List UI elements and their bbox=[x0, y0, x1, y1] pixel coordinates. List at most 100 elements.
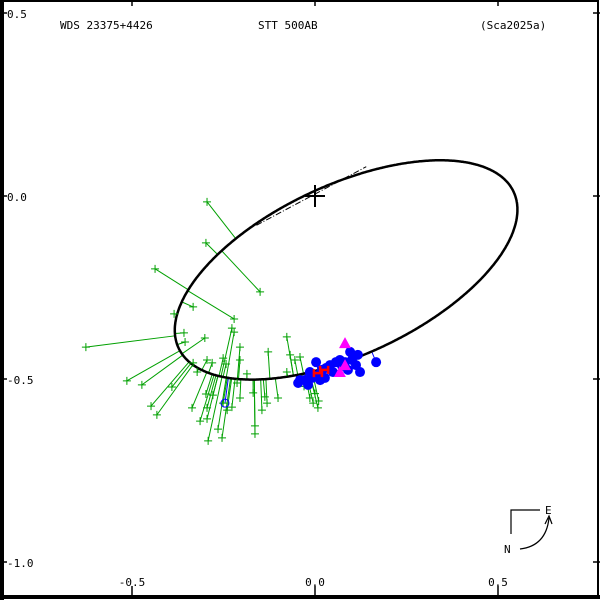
residual-line bbox=[201, 359, 208, 371]
micrometer-point bbox=[282, 368, 291, 377]
micrometer-point bbox=[147, 402, 156, 411]
micrometer-point bbox=[181, 338, 190, 347]
micrometer-point bbox=[233, 379, 242, 388]
micrometer-point bbox=[250, 429, 259, 438]
wds-id-label: WDS 23375+4426 bbox=[60, 19, 153, 32]
y-tick-label: 0.5 bbox=[7, 8, 27, 21]
micrometer-point bbox=[257, 406, 266, 415]
micrometer-point bbox=[201, 238, 210, 247]
residual-line bbox=[205, 374, 213, 395]
micrometer-point bbox=[256, 287, 265, 296]
y-tick-label: -0.5 bbox=[7, 374, 34, 387]
micrometer-point bbox=[188, 403, 197, 412]
residual-line bbox=[205, 242, 218, 255]
residual-line bbox=[207, 376, 223, 441]
micrometer-point bbox=[230, 314, 239, 323]
residual-line bbox=[236, 347, 241, 380]
micrometer-point bbox=[208, 358, 217, 367]
residual-line bbox=[171, 363, 192, 388]
micrometer-point bbox=[203, 403, 212, 412]
speckle-point bbox=[311, 357, 322, 368]
micrometer-point bbox=[282, 332, 291, 341]
y-tick-label: 0.0 bbox=[7, 191, 27, 204]
compass-indicator: E N bbox=[504, 504, 553, 556]
micrometer-point bbox=[230, 328, 239, 337]
residual-line bbox=[220, 328, 233, 377]
micrometer-point bbox=[189, 302, 198, 311]
speckle-point bbox=[345, 346, 356, 357]
orbit-ellipse bbox=[173, 159, 519, 381]
micrometer-point bbox=[203, 355, 212, 364]
arrowhead-icon bbox=[544, 514, 553, 525]
micrometer-point bbox=[311, 389, 319, 398]
x-tick-label: -0.5 bbox=[119, 576, 146, 589]
micrometer-point bbox=[305, 394, 314, 403]
micrometer-point bbox=[250, 421, 259, 430]
micrometer-point bbox=[201, 390, 210, 399]
residual-line bbox=[126, 350, 181, 382]
micrometer-point bbox=[200, 334, 209, 343]
residual-line bbox=[226, 378, 233, 411]
speckle-point bbox=[315, 375, 326, 386]
micrometer-point bbox=[309, 399, 318, 408]
micrometer-point bbox=[189, 358, 198, 367]
micrometer-point bbox=[204, 436, 213, 445]
pair-name-label: STT 500AB bbox=[258, 19, 318, 32]
residual-line bbox=[181, 301, 194, 308]
speckle-open-point bbox=[220, 398, 230, 408]
residual-line bbox=[208, 362, 213, 374]
micrometer-point bbox=[219, 354, 228, 363]
micrometer-point bbox=[223, 406, 232, 415]
residual-line bbox=[181, 337, 206, 355]
line-of-nodes bbox=[256, 166, 367, 226]
micrometer-point bbox=[167, 383, 176, 392]
micrometer-point bbox=[203, 197, 212, 206]
micrometer-point bbox=[263, 399, 272, 408]
interferometric-point bbox=[339, 337, 352, 349]
micrometer-point bbox=[290, 355, 299, 364]
residual-line bbox=[206, 375, 217, 409]
micrometer-point bbox=[151, 264, 160, 273]
compass-east-label: E bbox=[545, 504, 552, 517]
residual-line bbox=[221, 378, 232, 438]
residual-line bbox=[218, 358, 224, 377]
residual-line bbox=[150, 361, 190, 407]
residual-line bbox=[260, 379, 263, 411]
micrometer-point bbox=[313, 403, 322, 412]
residual-line bbox=[221, 250, 261, 293]
residual-line bbox=[141, 354, 184, 386]
micrometer-point bbox=[249, 388, 258, 397]
micrometer-point bbox=[235, 355, 244, 364]
speckle-point bbox=[294, 375, 305, 386]
residual-line bbox=[187, 290, 235, 320]
micrometer-point bbox=[260, 392, 269, 401]
residual-line bbox=[191, 372, 208, 409]
recent-point bbox=[318, 365, 330, 374]
primary-star-marker bbox=[305, 185, 325, 207]
residual-line bbox=[206, 201, 237, 239]
micrometer-point bbox=[137, 380, 146, 389]
micrometer-point bbox=[122, 376, 131, 385]
micrometer-point bbox=[235, 343, 244, 352]
orbit-reference-label: (Sca2025a) bbox=[480, 19, 546, 32]
micrometer-point bbox=[179, 328, 188, 337]
speckle-point bbox=[355, 367, 366, 378]
y-tick-label: -1.0 bbox=[7, 557, 34, 570]
micrometer-point bbox=[203, 414, 212, 423]
speckle-point bbox=[352, 349, 363, 360]
compass-north-label: N bbox=[504, 543, 511, 556]
speckle-point bbox=[371, 357, 382, 368]
micrometer-point bbox=[208, 391, 217, 400]
micrometer-point bbox=[235, 394, 244, 403]
micrometer-point bbox=[219, 399, 228, 408]
interferometric-point bbox=[339, 359, 352, 371]
micrometer-point bbox=[314, 396, 323, 405]
residual-line bbox=[225, 332, 235, 378]
residual-line bbox=[267, 351, 271, 379]
micrometer-point bbox=[214, 425, 223, 434]
micrometer-point bbox=[170, 309, 179, 318]
plot-marks bbox=[81, 159, 519, 445]
micrometer-point bbox=[193, 368, 202, 377]
